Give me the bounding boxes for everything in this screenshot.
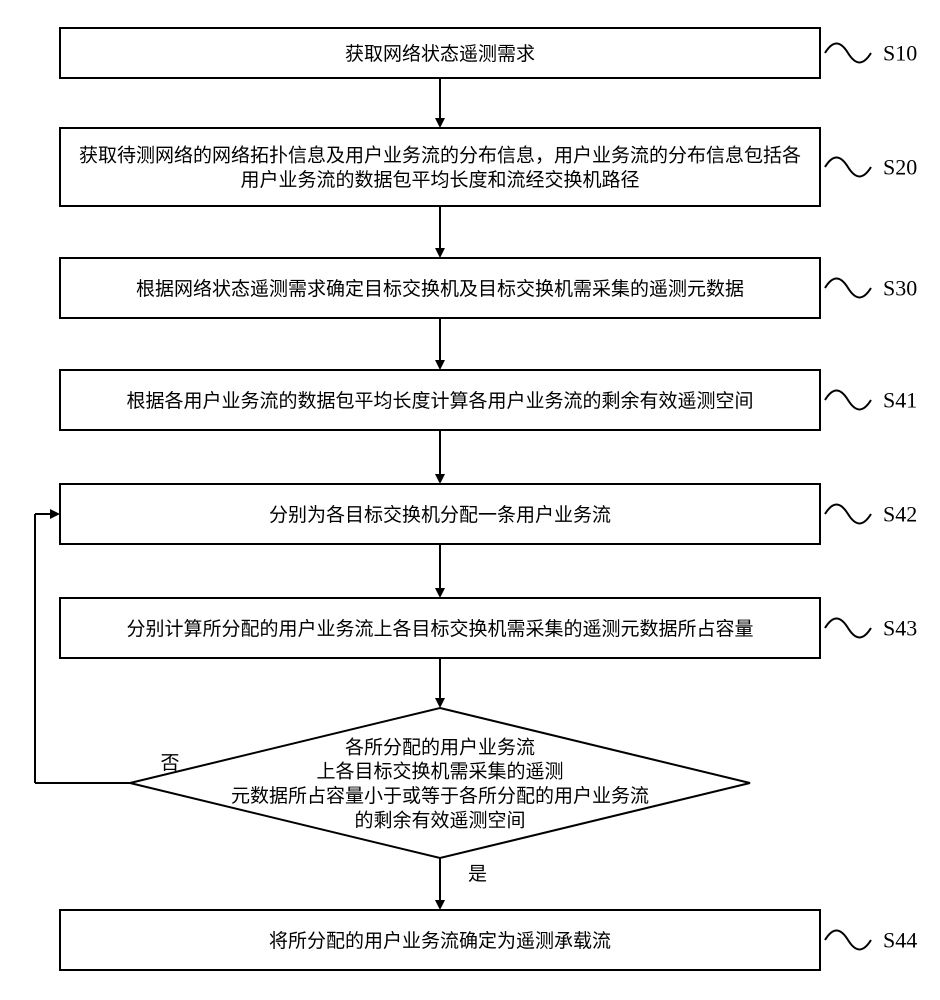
svg-text:分别计算所分配的用户业务流上各目标交换机需采集的遥测元数据所: 分别计算所分配的用户业务流上各目标交换机需采集的遥测元数据所占容量: [126, 618, 753, 640]
svg-text:S44: S44: [883, 928, 917, 953]
svg-text:根据各用户业务流的数据包平均长度计算各用户业务流的剩余有效遥: 根据各用户业务流的数据包平均长度计算各用户业务流的剩余有效遥测空间: [126, 390, 753, 412]
svg-text:S43: S43: [883, 616, 917, 641]
svg-text:S30: S30: [883, 276, 917, 301]
svg-text:上各目标交换机需采集的遥测: 上各目标交换机需采集的遥测: [316, 761, 563, 783]
label-yes: 是: [468, 864, 487, 885]
svg-text:的剩余有效遥测空间: 的剩余有效遥测空间: [354, 809, 525, 831]
svg-text:获取待测网络的网络拓扑信息及用户业务流的分布信息，用户业务流: 获取待测网络的网络拓扑信息及用户业务流的分布信息，用户业务流的分布信息包括各: [79, 145, 801, 167]
svg-text:S10: S10: [883, 41, 917, 66]
svg-text:S42: S42: [883, 502, 917, 527]
svg-text:S20: S20: [883, 155, 917, 180]
svg-text:S41: S41: [883, 388, 917, 413]
svg-text:元数据所占容量小于或等于各所分配的用户业务流: 元数据所占容量小于或等于各所分配的用户业务流: [231, 785, 649, 807]
label-no: 否: [160, 753, 179, 774]
svg-text:分别为各目标交换机分配一条用户业务流: 分别为各目标交换机分配一条用户业务流: [269, 504, 611, 526]
svg-text:根据网络状态遥测需求确定目标交换机及目标交换机需采集的遥测元: 根据网络状态遥测需求确定目标交换机及目标交换机需采集的遥测元数据: [136, 278, 744, 300]
svg-text:用户业务流的数据包平均长度和流经交换机路径: 用户业务流的数据包平均长度和流经交换机路径: [240, 169, 639, 191]
svg-text:各所分配的用户业务流: 各所分配的用户业务流: [345, 736, 535, 758]
svg-text:将所分配的用户业务流确定为遥测承载流: 将所分配的用户业务流确定为遥测承载流: [269, 930, 611, 952]
svg-text:获取网络状态遥测需求: 获取网络状态遥测需求: [345, 43, 535, 65]
